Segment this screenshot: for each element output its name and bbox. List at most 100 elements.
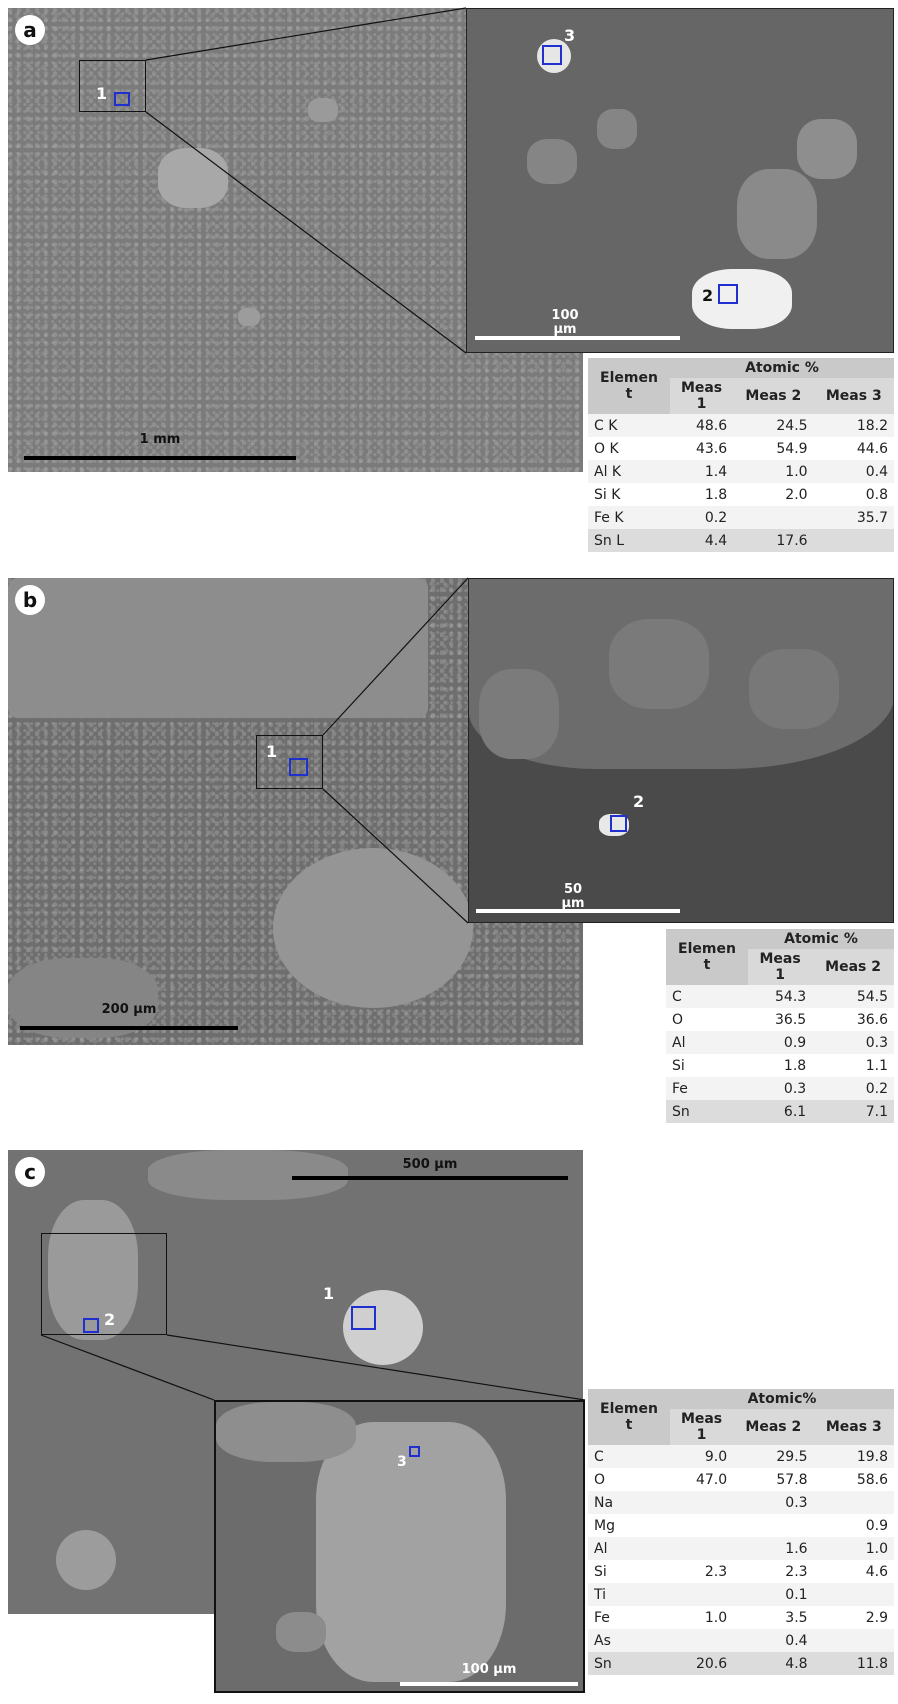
value-cell: 0.3: [812, 1031, 894, 1054]
value-cell: 3.5: [733, 1606, 814, 1629]
meas-1-header: Meas 1: [748, 949, 813, 985]
value-cell: 29.5: [733, 1445, 814, 1468]
value-cell: 2.0: [733, 483, 814, 506]
panel-b-label: b: [15, 585, 45, 615]
table-row: Fe 1.0 3.5 2.9: [588, 1606, 894, 1629]
value-cell: 6.1: [748, 1100, 813, 1123]
element-cell: C: [588, 1445, 670, 1468]
element-cell: C K: [588, 414, 670, 437]
value-cell: 0.4: [813, 460, 894, 483]
atomic-percent-header: Atomic %: [670, 358, 894, 378]
element-cell: Mg: [588, 1514, 670, 1537]
value-cell: 44.6: [813, 437, 894, 460]
value-cell: 36.5: [748, 1008, 813, 1031]
value-cell: [813, 1491, 894, 1514]
value-cell: [670, 1491, 734, 1514]
value-cell: 0.3: [748, 1077, 813, 1100]
panel-b-eds-table: Elemen t Atomic % Meas 1 Meas 2 C 54.3 5…: [666, 929, 894, 1123]
table-row: Si K 1.8 2.0 0.8: [588, 483, 894, 506]
panel-c-meas-3-box: [409, 1446, 420, 1457]
value-cell: [670, 1583, 734, 1606]
element-cell: Si K: [588, 483, 670, 506]
panel-b-zoom-region: [256, 735, 323, 789]
value-cell: 17.6: [733, 529, 814, 552]
value-cell: 47.0: [670, 1468, 734, 1491]
value-cell: 57.8: [733, 1468, 814, 1491]
panel-b-main-scalebar: [20, 1026, 238, 1030]
element-header: Elemen t: [588, 358, 670, 414]
panel-c-inset-image: [214, 1400, 585, 1693]
value-cell: 20.6: [670, 1652, 734, 1675]
value-cell: 0.3: [733, 1491, 814, 1514]
value-cell: 0.1: [733, 1583, 814, 1606]
panel-c-meas-2-box: [83, 1318, 99, 1333]
panel-c-meas-2-label: 2: [104, 1310, 116, 1329]
element-cell: Al: [588, 1537, 670, 1560]
panel-b-meas-2-label: 2: [633, 792, 645, 811]
panel-b-inset-image: [468, 578, 894, 923]
value-cell: 18.2: [813, 414, 894, 437]
table-row: Si 2.3 2.3 4.6: [588, 1560, 894, 1583]
element-cell: Fe: [666, 1077, 748, 1100]
value-cell: [733, 506, 814, 529]
panel-a-meas-1-box: [114, 92, 130, 106]
value-cell: 1.8: [670, 483, 734, 506]
panel-a-meas-2-label: 2: [702, 286, 714, 305]
panel-a-eds-table: Elemen t Atomic % Meas 1 Meas 2 Meas 3 C…: [588, 358, 894, 552]
value-cell: [670, 1514, 734, 1537]
value-cell: 1.4: [670, 460, 734, 483]
panel-a-main-scale-label: 1 mm: [139, 432, 181, 447]
element-cell: Fe: [588, 1606, 670, 1629]
element-cell: Si: [666, 1054, 748, 1077]
panel-a-inset-image: [466, 8, 894, 353]
value-cell: 2.3: [733, 1560, 814, 1583]
value-cell: 1.8: [748, 1054, 813, 1077]
value-cell: 0.8: [813, 483, 894, 506]
element-cell: Fe K: [588, 506, 670, 529]
value-cell: 9.0: [670, 1445, 734, 1468]
element-cell: O: [666, 1008, 748, 1031]
table-row: O K 43.6 54.9 44.6: [588, 437, 894, 460]
value-cell: 4.6: [813, 1560, 894, 1583]
panel-c-main-scalebar: [292, 1176, 568, 1180]
meas-1-header: Meas 1: [670, 1409, 734, 1445]
value-cell: 48.6: [670, 414, 734, 437]
meas-3-header: Meas 3: [813, 378, 894, 414]
panel-b-main-scale-label: 200 µm: [101, 1002, 157, 1017]
value-cell: [670, 1537, 734, 1560]
table-row: As 0.4: [588, 1629, 894, 1652]
value-cell: 1.0: [670, 1606, 734, 1629]
value-cell: 1.0: [733, 460, 814, 483]
value-cell: [813, 529, 894, 552]
panel-b-meas-1-box: [289, 758, 308, 776]
meas-2-header: Meas 2: [812, 949, 894, 985]
value-cell: 24.5: [733, 414, 814, 437]
panel-c-main-scale-label: 500 µm: [402, 1157, 458, 1172]
value-cell: 4.8: [733, 1652, 814, 1675]
panel-c-inset-scale-label: 100 µm: [461, 1662, 517, 1677]
table-row: Mg 0.9: [588, 1514, 894, 1537]
element-cell: O K: [588, 437, 670, 460]
panel-b-inset-scalebar: [476, 909, 680, 913]
panel-c-meas-1-label: 1: [323, 1284, 335, 1303]
element-cell: C: [666, 985, 748, 1008]
element-cell: Sn L: [588, 529, 670, 552]
element-cell: Sn: [666, 1100, 748, 1123]
value-cell: 1.6: [733, 1537, 814, 1560]
table-row: Ti 0.1: [588, 1583, 894, 1606]
table-row: C K 48.6 24.5 18.2: [588, 414, 894, 437]
element-header: Elemen t: [588, 1389, 670, 1445]
panel-a-meas-3-label: 3: [564, 26, 576, 45]
panel-c-eds-table: Elemen t Atomic% Meas 1 Meas 2 Meas 3 C …: [588, 1389, 894, 1675]
value-cell: [670, 1629, 734, 1652]
value-cell: 36.6: [812, 1008, 894, 1031]
value-cell: 0.2: [812, 1077, 894, 1100]
table-row: Fe K 0.2 35.7: [588, 506, 894, 529]
element-cell: Na: [588, 1491, 670, 1514]
element-cell: Sn: [588, 1652, 670, 1675]
meas-3-header: Meas 3: [813, 1409, 894, 1445]
panel-a-meas-3-box: [542, 45, 562, 65]
value-cell: 2.9: [813, 1606, 894, 1629]
value-cell: 11.8: [813, 1652, 894, 1675]
panel-a-meas-2-box: [718, 284, 738, 304]
